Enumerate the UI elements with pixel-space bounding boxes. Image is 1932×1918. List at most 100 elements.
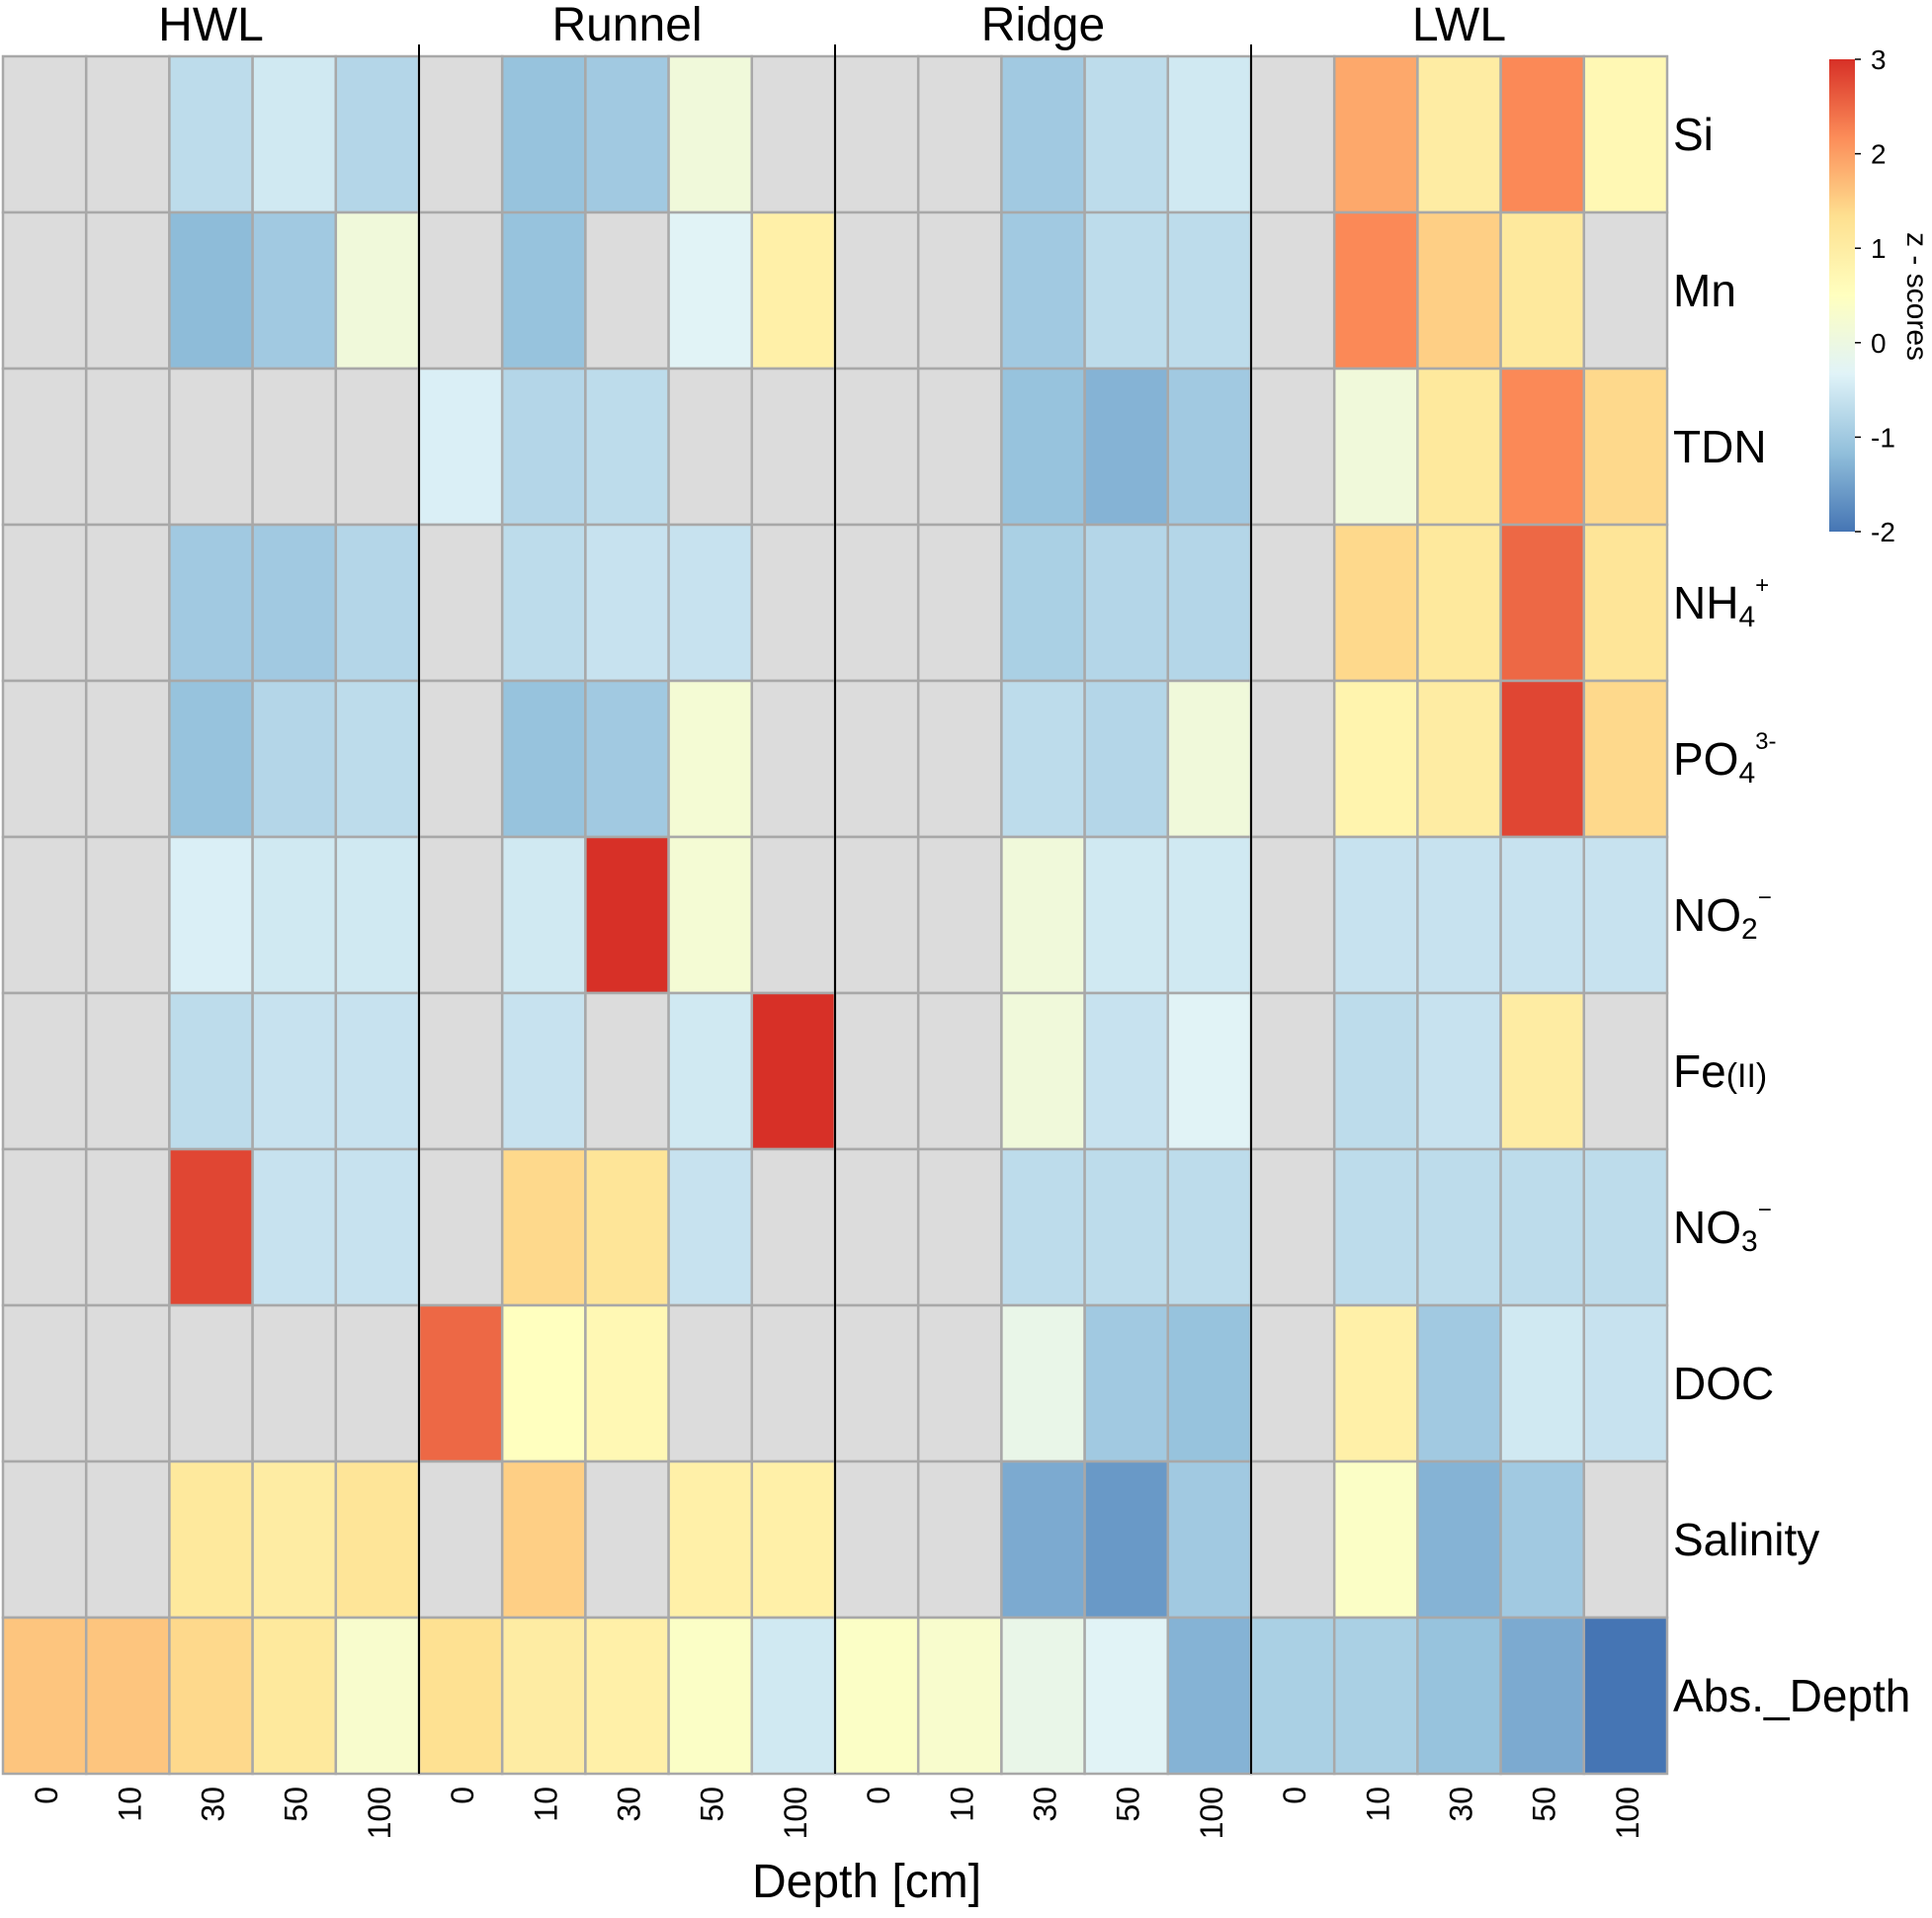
heatmap-cell: [1582, 1303, 1669, 1463]
heatmap-cell: [168, 1147, 254, 1307]
heatmap-cell: [916, 1616, 1003, 1776]
column-tick-label: 10: [1360, 1787, 1395, 1822]
group-label: Ridge: [981, 0, 1105, 51]
heatmap-cell: [1249, 1616, 1336, 1776]
column-tick-label: 50: [695, 1787, 730, 1822]
colorbar-tick-label: 2: [1871, 139, 1887, 170]
heatmap-cell: [1000, 367, 1086, 527]
colorbar: 3 2 1 0 -1 -2 z - scores: [1829, 44, 1932, 547]
heatmap-cell: [168, 835, 254, 995]
heatmap-cell: [584, 991, 670, 1151]
heatmap-cell: [1083, 679, 1170, 839]
heatmap-cell: [168, 367, 254, 527]
heatmap-cell: [1582, 991, 1669, 1151]
heatmap-cell: [833, 991, 920, 1151]
colorbar-tick-label: 1: [1871, 233, 1887, 264]
heatmap-cell: [417, 210, 504, 371]
heatmap-cell: [833, 1459, 920, 1620]
heatmap-cell: [1249, 1459, 1336, 1620]
heatmap-cell: [1166, 54, 1253, 214]
heatmap-cell: [1083, 54, 1170, 214]
heatmap-cell: [1, 1616, 88, 1776]
x-axis-label: Depth [cm]: [752, 1856, 981, 1908]
heatmap-cell: [750, 1459, 837, 1620]
column-tick-label: 50: [1527, 1787, 1562, 1822]
heatmap-cell: [1582, 1616, 1669, 1776]
heatmap-cell: [1083, 523, 1170, 683]
heatmap-cell: [84, 991, 171, 1151]
heatmap-cell: [500, 991, 587, 1151]
heatmap-cell: [584, 523, 670, 683]
heatmap-cell: [916, 523, 1003, 683]
heatmap-cell: [1166, 1459, 1253, 1620]
heatmap-cell: [750, 991, 837, 1151]
heatmap-cell: [251, 1459, 338, 1620]
heatmap-cell: [251, 679, 338, 839]
heatmap-cell: [84, 679, 171, 839]
heatmap-cell: [417, 367, 504, 527]
heatmap-cell: [84, 1147, 171, 1307]
heatmap-cell: [1249, 679, 1336, 839]
heatmap-cell: [1416, 1147, 1502, 1307]
heatmap-cell: [1249, 1147, 1336, 1307]
heatmap-cell: [1, 1147, 88, 1307]
heatmap-cell: [334, 1147, 421, 1307]
heatmap-cell: [500, 523, 587, 683]
heatmap-cell: [168, 679, 254, 839]
heatmap-cell: [251, 523, 338, 683]
heatmap-cell: [1, 367, 88, 527]
heatmap-cell: [84, 1303, 171, 1463]
heatmap-cell: [1499, 991, 1586, 1151]
heatmap-cell: [1249, 991, 1336, 1151]
heatmap-cell: [1083, 1616, 1170, 1776]
heatmap-cell: [1000, 54, 1086, 214]
heatmap-cell: [667, 991, 754, 1151]
heatmap-cell: [1166, 1303, 1253, 1463]
column-tick-label: 0: [29, 1787, 64, 1804]
heatmap-cell: [168, 991, 254, 1151]
heatmap-cell: [1332, 835, 1419, 995]
column-tick-label: 0: [445, 1787, 480, 1804]
column-tick-label: 100: [778, 1787, 813, 1839]
heatmap-cell: [1499, 1459, 1586, 1620]
heatmap-cell: [916, 835, 1003, 995]
group-label: HWL: [158, 0, 264, 51]
heatmap-cell: [417, 835, 504, 995]
heatmap-cell: [1582, 54, 1669, 214]
heatmap-cell: [334, 210, 421, 371]
heatmap-cell: [667, 54, 754, 214]
heatmap-cell: [500, 1147, 587, 1307]
heatmap-cell: [251, 991, 338, 1151]
heatmap-cell: [1249, 835, 1336, 995]
colorbar-ticks: 3 2 1 0 -1 -2: [1855, 44, 1895, 547]
heatmap-cell: [1332, 1616, 1419, 1776]
heatmap-cell: [1, 679, 88, 839]
heatmap-cell: [1249, 54, 1336, 214]
heatmap-cell: [833, 1616, 920, 1776]
heatmap-cell: [417, 991, 504, 1151]
colorbar-tick-label: 0: [1871, 328, 1887, 359]
heatmap-cell: [500, 367, 587, 527]
heatmap-cell: [667, 1616, 754, 1776]
colorbar-gradient: [1829, 59, 1855, 532]
heatmap-cell: [833, 1303, 920, 1463]
heatmap-cell: [500, 210, 587, 371]
heatmap-cell: [417, 679, 504, 839]
heatmap-cell: [417, 1459, 504, 1620]
heatmap-cell: [334, 54, 421, 214]
heatmap-cell: [1332, 679, 1419, 839]
row-label: DOC: [1673, 1358, 1774, 1409]
heatmap-cell: [750, 523, 837, 683]
heatmap-cell: [168, 1303, 254, 1463]
heatmap-cell: [334, 1303, 421, 1463]
heatmap-cell: [1416, 1303, 1502, 1463]
heatmap-cell: [1249, 367, 1336, 527]
colorbar-label: z - scores: [1900, 232, 1932, 361]
heatmap-cell: [1166, 679, 1253, 839]
heatmap-cell: [1166, 367, 1253, 527]
heatmap-cell: [1332, 54, 1419, 214]
heatmap-cell: [84, 523, 171, 683]
heatmap-cell: [251, 1616, 338, 1776]
heatmap-cell: [1582, 210, 1669, 371]
heatmap-cell: [916, 1303, 1003, 1463]
